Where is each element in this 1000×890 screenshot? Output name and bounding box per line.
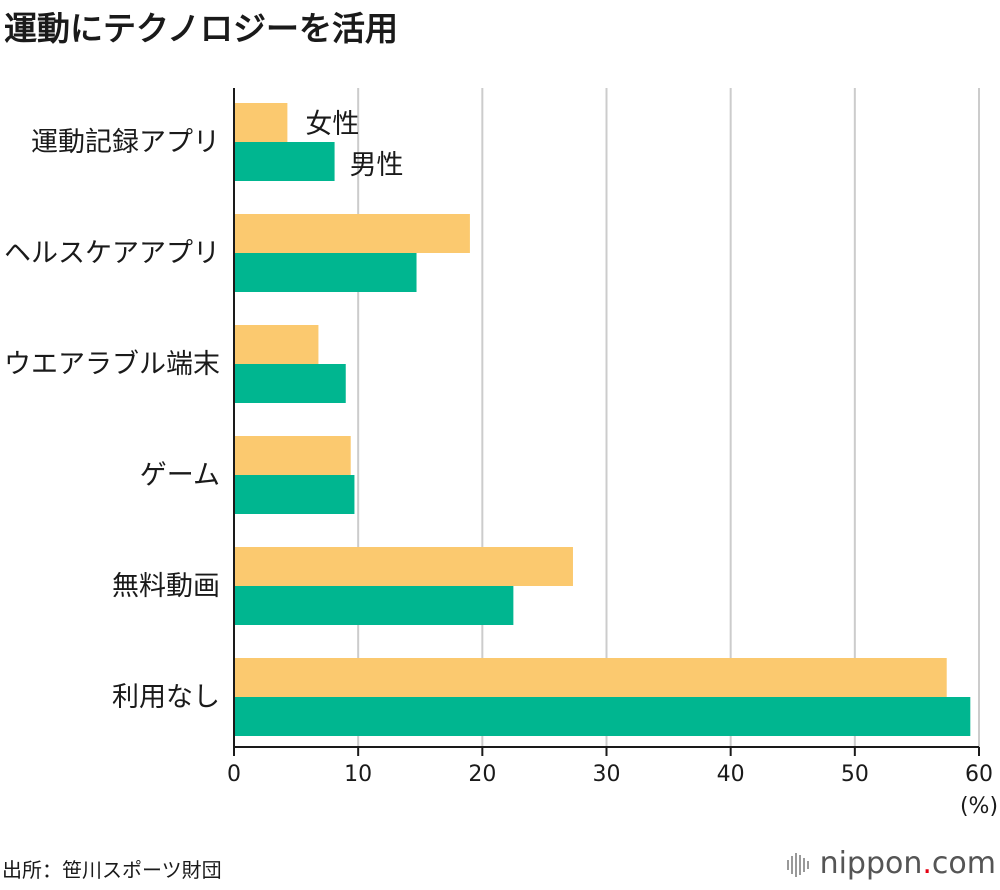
x-unit-label: (%) (960, 794, 998, 819)
x-tick-label-50: 50 (841, 762, 869, 787)
x-tick-label-60: 60 (965, 762, 993, 787)
category-label-5: 利用なし (112, 682, 220, 713)
logo-dot: . (922, 846, 932, 881)
legend-label-male: 男性 (350, 150, 404, 181)
x-tick-label-40: 40 (717, 762, 745, 787)
chart-title: 運動にテクノロジーを活用 (4, 9, 399, 48)
nippon-logo: nippon.com (786, 846, 996, 881)
bar-female-1 (234, 214, 470, 253)
x-tick-label-30: 30 (593, 762, 621, 787)
category-label-1: ヘルスケアアプリ (4, 238, 220, 269)
bar-male-1 (234, 253, 417, 292)
logo-mark-icon (786, 852, 809, 877)
bar-male-3 (234, 475, 355, 514)
logo-name: nippon (819, 846, 923, 881)
bar-male-0 (234, 142, 335, 181)
category-label-4: 無料動画 (112, 571, 220, 602)
category-label-0: 運動記録アプリ (31, 127, 220, 158)
category-label-3: ゲーム (140, 460, 220, 491)
bar-female-5 (234, 658, 947, 697)
bar-male-5 (234, 697, 971, 736)
bar-female-2 (234, 325, 319, 364)
bar-female-0 (234, 103, 288, 142)
x-tick-label-0: 0 (227, 762, 241, 787)
category-label-2: ウエアラブル端末 (4, 349, 220, 380)
bar-female-4 (234, 547, 573, 586)
source-note: 出所：笹川スポーツ財団 (2, 858, 222, 882)
bar-male-4 (234, 586, 514, 625)
bar-female-3 (234, 436, 351, 475)
x-tick-label-20: 20 (468, 762, 496, 787)
logo-suffix: com (931, 846, 996, 881)
bar-male-2 (234, 364, 346, 403)
legend-label-female: 女性 (305, 109, 359, 140)
x-tick-label-10: 10 (344, 762, 372, 787)
